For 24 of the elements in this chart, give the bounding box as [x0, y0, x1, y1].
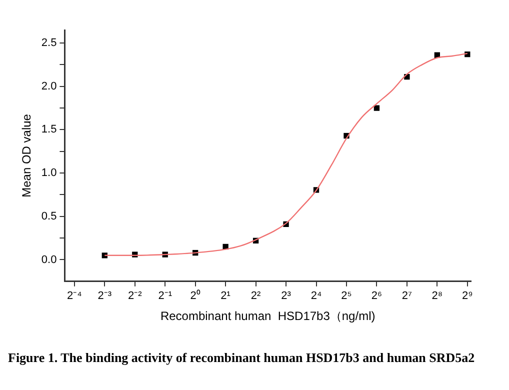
- point: [374, 105, 380, 111]
- x-tick-label: 2¹: [220, 290, 231, 302]
- x-axis-title: Recombinant human HSD17b3（ng/ml): [160, 309, 376, 324]
- x-tick-label: 2⁹: [462, 290, 473, 302]
- x-tick-label: 2⁻³: [98, 290, 112, 302]
- x-tick-label: 2⁻¹: [158, 290, 172, 302]
- x-tick-label: 2⁰: [190, 289, 200, 302]
- y-tick-label: 1.5: [41, 124, 57, 136]
- x-tick-label: 2⁷: [402, 290, 412, 302]
- x-tick-label: 2⁵: [341, 290, 352, 302]
- x-tick-label: 2⁶: [371, 290, 382, 302]
- y-tick-label: 0.0: [41, 254, 57, 266]
- y-axis-title: Mean OD value: [20, 114, 34, 198]
- x-tick-label: 2³: [281, 290, 292, 302]
- y-tick-label: 0.5: [41, 210, 57, 222]
- x-tick-label: 2⁴: [310, 290, 322, 302]
- x-tick-label: 2⁻⁴: [66, 290, 82, 302]
- x-tick-label: 2²: [250, 290, 262, 302]
- x-tick-label: 2⁻²: [128, 290, 142, 302]
- caption: Figure 1. The binding activity of recombinant human HSD17b3 and human SRD5a2: [8, 350, 476, 366]
- y-tick-label: 2.0: [41, 80, 57, 92]
- y-tick-label: 1.0: [41, 167, 57, 180]
- x-tick-label: 2⁸: [432, 290, 443, 302]
- y-tick-label: 2.5: [41, 37, 57, 50]
